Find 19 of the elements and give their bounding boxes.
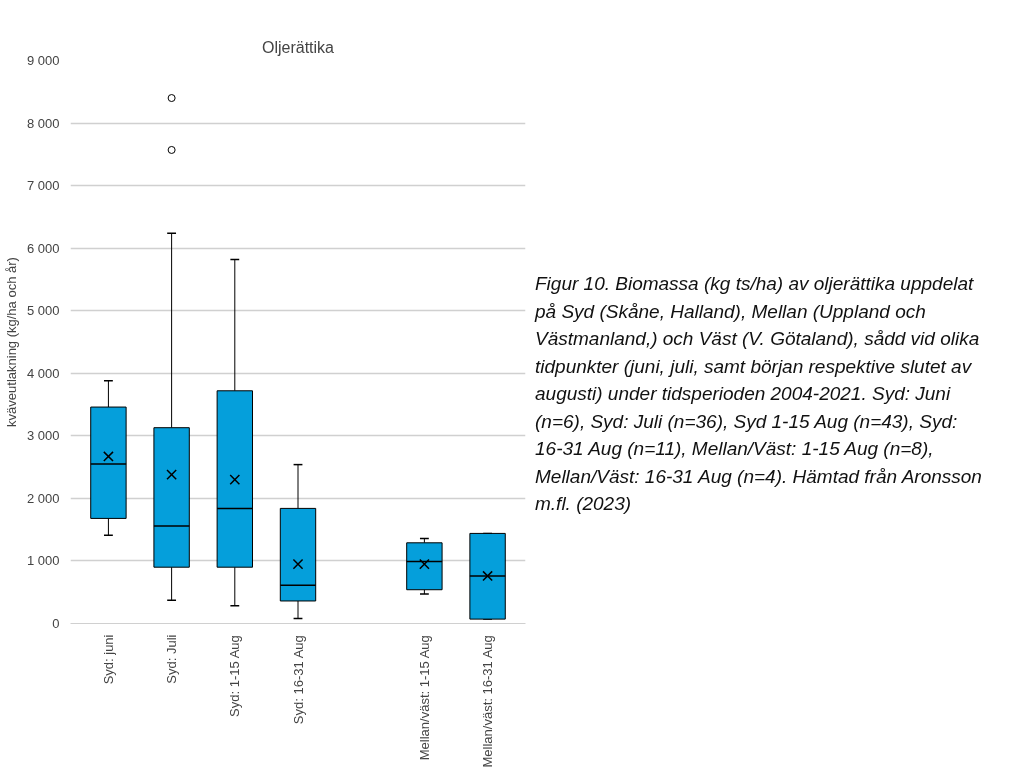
y-tick-label: 2 000 (26, 490, 60, 506)
y-tick-label: 0 (52, 616, 60, 631)
text: Figur 10. Biomassa (kg ts/ha) av oljerättika uppdelat på Syd (Skåne, Halland), Mellan (Uppland och Västmanland,) och Väst (V. Götaland), sådd vid olika tidpunkter (juni, juli, samt början respektive slutet av augusti) under tidsperioden 2004-2021. Syd: Juni (n=6), Syd: Juli (n=36), Syd 1-15 Aug (n=43), Syd: 16-31 Aug (n=11), Mellan/Väst: 1-15 Aug (n=8), Mellan/Väst: 16-31 Aug (n=4). Hämtad från Aronsson m.fl. (2023) (535, 273, 982, 515)
y-axis-title: kväveutlakning (kg/ha och år) (3, 257, 19, 427)
y-tick-label: 1 000 (26, 553, 60, 569)
y-tick-label: 8 000 (26, 115, 60, 131)
x-tick-label: Syd: 1-15 Aug (227, 635, 243, 717)
y-tick-label: 7 000 (26, 178, 60, 194)
x-tick-label: Mellan/väst: 16-31 Aug (480, 635, 496, 768)
x-tick-label: Mellan/väst: 1-15 Aug (416, 635, 432, 761)
y-tick-label: 4 000 (26, 365, 60, 381)
x-tick-label: Syd: Juli (164, 634, 180, 684)
y-tick-label: 6 000 (26, 240, 60, 256)
y-tick-label: 3 000 (26, 428, 60, 444)
y-tick-label: 5 000 (26, 303, 60, 319)
y-tick-label: 9 000 (26, 53, 60, 68)
x-tick-label: Syd: juni (100, 634, 116, 685)
chart-title: Oljerättika (261, 38, 335, 56)
x-tick-label: Syd: 16-31 Aug (290, 635, 306, 725)
